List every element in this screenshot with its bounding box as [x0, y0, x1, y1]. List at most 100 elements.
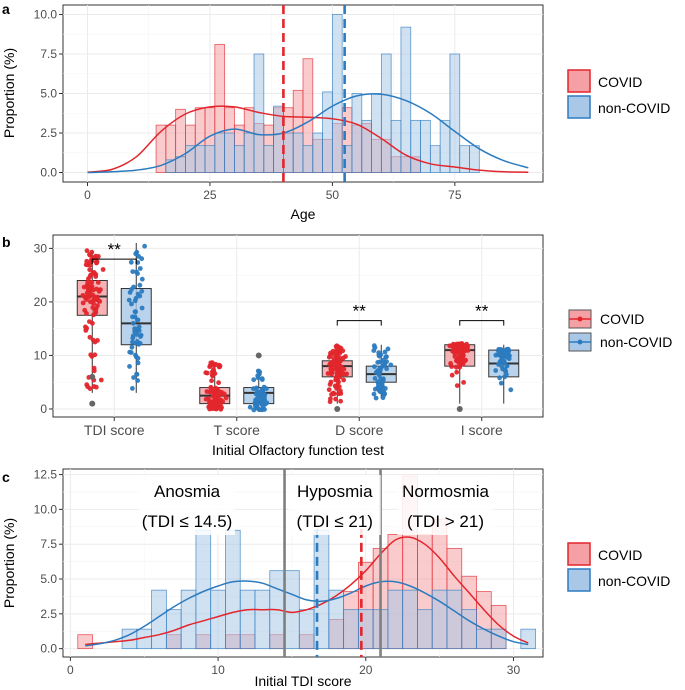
b-noncovid-point — [135, 355, 141, 361]
b-noncovid-point — [129, 344, 135, 350]
b-covid-point — [338, 398, 343, 404]
b-covid-point — [333, 396, 338, 402]
b-noncovid-point — [501, 348, 506, 354]
c-bar-noncovid — [343, 609, 359, 650]
c-region-label-bg — [139, 475, 236, 535]
b-noncovid-point — [137, 266, 143, 271]
a-x-tick-label: 25 — [203, 188, 217, 202]
b-noncovid-point — [139, 276, 145, 282]
b-covid-point — [327, 382, 333, 387]
c-region-criterion: (TDI > 21) — [407, 512, 484, 531]
b-covid-point — [94, 259, 100, 265]
b-covid-point — [203, 396, 209, 402]
b-covid-point — [454, 369, 460, 375]
b-noncovid-point — [259, 377, 265, 382]
panel-c-legend: COVID non-COVID — [567, 542, 670, 592]
b-covid-point — [84, 248, 90, 254]
b-noncovid-point — [498, 353, 504, 359]
panel-c-legend-noncovid-key — [567, 568, 591, 592]
b-covid-point — [80, 300, 86, 306]
panel-c-y-title: Proportion (%) — [1, 518, 17, 608]
b-noncovid-point — [505, 346, 511, 352]
c-density-covid — [85, 536, 529, 646]
c-bar-covid — [77, 634, 93, 650]
b-covid-point — [456, 352, 462, 357]
b-covid-point — [329, 365, 334, 371]
panel-b-label: b — [2, 234, 11, 250]
b-covid-point — [204, 370, 210, 376]
b-covid-point — [84, 258, 90, 264]
c-y-tick-label: 2.5 — [40, 607, 57, 621]
b-noncovid-point — [378, 381, 384, 387]
b-noncovid-point — [133, 309, 139, 315]
b-covid-point — [209, 378, 215, 384]
b-significance-bracket — [336, 320, 382, 326]
b-covid-point — [95, 303, 100, 308]
b-noncovid-point — [503, 369, 509, 374]
b-covid-point — [460, 352, 466, 358]
a-bar-noncovid — [214, 132, 226, 173]
b-noncovid-point — [259, 389, 264, 395]
panel-b: b ** ** ** 0 10 20 30 TDI score T score D score I… — [2, 234, 672, 458]
b-noncovid-point — [508, 387, 514, 393]
b-covid-point — [336, 379, 341, 385]
panel-a-legend-covid: COVID — [598, 74, 642, 90]
b-noncovid-point — [382, 349, 388, 355]
b-y-tick-label: 20 — [34, 295, 48, 309]
b-noncovid-point — [384, 366, 389, 372]
b-noncovid-point — [130, 320, 136, 326]
b-noncovid-point — [130, 269, 136, 274]
c-bar-noncovid — [446, 589, 463, 650]
b-noncovid-point — [381, 392, 387, 398]
b-covid-point — [93, 384, 99, 390]
b-covid-point — [461, 380, 466, 385]
b-noncovid-point — [130, 339, 135, 345]
b-covid-point — [447, 343, 453, 349]
b-covid-point — [87, 252, 93, 258]
c-bar-noncovid — [417, 609, 433, 650]
b-noncovid-point — [135, 378, 141, 383]
b-covid-point — [207, 406, 213, 412]
b-noncovid-point — [257, 369, 263, 375]
b-x-tick-label: I score — [461, 422, 503, 438]
b-covid-point — [216, 380, 222, 386]
b-noncovid-point — [499, 363, 504, 369]
b-covid-point — [90, 337, 96, 343]
c-region-name: Anosmia — [154, 482, 221, 501]
b-noncovid-point — [130, 335, 136, 341]
panel-a-x-title: Age — [291, 206, 316, 222]
b-noncovid-point — [129, 301, 134, 307]
a-density-covid — [87, 105, 529, 173]
b-noncovid-point — [380, 363, 385, 369]
b-covid-point — [87, 386, 93, 391]
c-region-criterion: (TDI ≤ 14.5) — [142, 512, 233, 531]
b-noncovid-point — [253, 403, 258, 409]
b-covid-point — [216, 362, 222, 368]
b-y-tick-label: 30 — [34, 241, 48, 255]
c-bar-noncovid — [239, 589, 256, 650]
b-covid-point — [341, 366, 347, 372]
b-covid-point — [220, 399, 226, 404]
a-bar-noncovid — [224, 132, 235, 173]
panel-a-legend: COVID non-COVID — [567, 69, 670, 119]
b-noncovid-point — [388, 362, 394, 368]
a-bar-noncovid — [292, 132, 304, 173]
b-noncovid-point — [259, 398, 265, 404]
c-x-tick-label: 20 — [359, 663, 373, 677]
b-x-tick-label: D score — [335, 422, 383, 438]
c-region-label-bg — [288, 475, 381, 535]
a-bar-noncovid — [312, 132, 323, 173]
b-noncovid-point — [134, 269, 139, 275]
b-covid-point — [207, 400, 212, 406]
b-covid-point — [84, 325, 90, 331]
panel-a-axes: 0.0 2.5 5.0 7.5 10.0 0 25 50 75 — [34, 7, 462, 202]
b-covid-point — [97, 299, 103, 304]
a-bar-noncovid — [302, 145, 314, 173]
b-covid-point — [90, 305, 96, 310]
c-bar-noncovid — [284, 570, 300, 650]
panel-b-axes: 0 10 20 30 TDI score T score D score I score — [34, 241, 503, 438]
a-bar-noncovid — [410, 119, 421, 173]
b-noncovid-point — [139, 305, 145, 311]
b-noncovid-point — [257, 407, 262, 413]
b-covid-outlier — [456, 405, 463, 412]
